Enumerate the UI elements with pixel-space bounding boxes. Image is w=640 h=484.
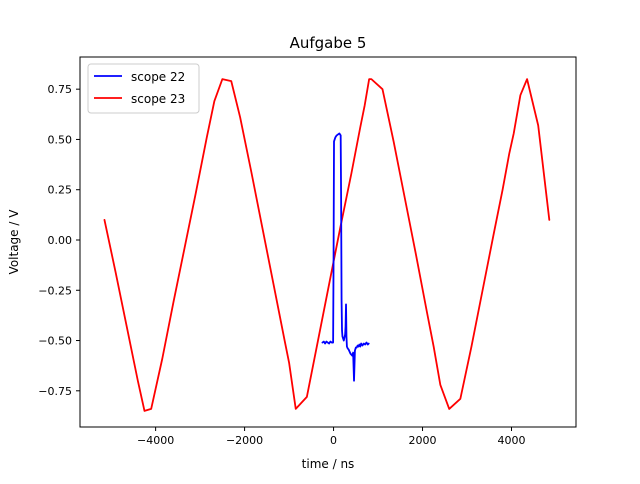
chart-title: Aufgabe 5 [290, 34, 367, 52]
x-tick-label: 4000 [497, 434, 525, 447]
x-axis: −4000 −2000 0 2000 4000 [137, 427, 525, 447]
legend-label-scope-23: scope 23 [131, 92, 185, 106]
x-tick-label: 0 [330, 434, 337, 447]
x-tick-label: −2000 [226, 434, 263, 447]
plot-area-frame [79, 56, 577, 428]
series-line-scope-23 [103, 78, 551, 412]
series-layer [103, 78, 551, 412]
y-tick-label: 0.75 [48, 83, 73, 96]
legend: scope 22 scope 23 [87, 63, 200, 114]
y-tick-label: 0.00 [48, 234, 73, 247]
y-tick-label: −0.50 [38, 335, 72, 348]
series-line-scope-22 [321, 132, 370, 382]
x-axis-label: time / ns [302, 457, 355, 471]
x-tick-label: −4000 [137, 434, 174, 447]
y-tick-label: 0.25 [48, 184, 73, 197]
y-axis-label: Voltage / V [7, 209, 21, 275]
y-tick-label: −0.25 [38, 284, 72, 297]
y-axis: −0.75 −0.50 −0.25 0.00 0.25 0.50 0.75 [38, 83, 80, 398]
y-tick-label: 0.50 [48, 133, 73, 146]
y-tick-label: −0.75 [38, 385, 72, 398]
x-tick-label: 2000 [409, 434, 437, 447]
legend-label-scope-22: scope 22 [131, 70, 185, 84]
